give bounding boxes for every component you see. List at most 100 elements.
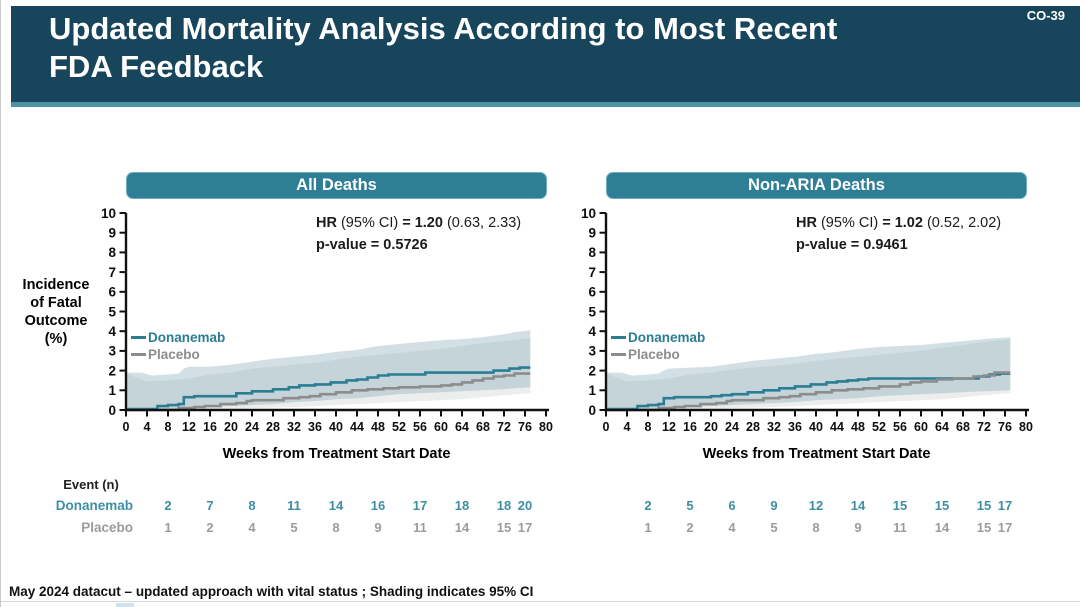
x-tick-label: 4 — [144, 420, 151, 434]
y-tick-label: 7 — [108, 265, 116, 280]
x-tick-label: 28 — [266, 420, 280, 434]
y-tick-label: 4 — [108, 324, 116, 339]
series-line-placebo — [606, 371, 1011, 412]
y-axis-title-line: Outcome — [24, 313, 88, 329]
event-count-placebo: 5 — [290, 520, 298, 535]
event-count-donanemab: 5 — [686, 498, 694, 513]
y-tick-label: 8 — [588, 245, 596, 260]
x-tick-label: 52 — [872, 420, 886, 434]
ci-value: (0.63, 2.33) — [442, 215, 522, 231]
donanemab-95ci-band — [606, 337, 1011, 410]
event-count-placebo: 9 — [854, 520, 862, 535]
plot-all-deaths: 0 4 8 12 16 20 24 28 32 36 40 44 48 52 56 60 64 68 72 76 800… — [101, 206, 553, 434]
x-tick-label: 12 — [662, 420, 676, 434]
event-count-donanemab: 14 — [850, 498, 866, 513]
event-count-donanemab: 15 — [934, 498, 950, 513]
event-count-placebo: 2 — [686, 520, 694, 535]
y-tick-label: 2 — [588, 363, 596, 378]
y-tick-label: 2 — [108, 363, 116, 378]
x-tick-label: 24 — [245, 420, 259, 434]
y-axis-title-line: Incidence — [22, 277, 90, 293]
legend: Donanemab Placebo — [131, 329, 225, 363]
chart-title-non-aria-deaths: Non-ARIA Deaths — [606, 172, 1027, 199]
y-tick-label: 1 — [108, 383, 116, 398]
y-tick-label: 3 — [108, 344, 116, 359]
y-tick-label: 0 — [588, 403, 596, 418]
event-count-donanemab: 18 — [496, 498, 512, 513]
hr-line: HR (95% CI) = 1.02 (0.52, 2.02) — [796, 212, 1001, 234]
header-accent-bar — [11, 102, 1080, 107]
x-tick-label: 8 — [165, 420, 172, 434]
chart-title-all-deaths: All Deaths — [126, 172, 547, 199]
footer-divider — [1, 601, 1080, 602]
x-tick-label: 4 — [624, 420, 631, 434]
y-tick-label: 7 — [588, 265, 596, 280]
event-count-placebo: 11 — [893, 520, 907, 535]
x-tick-label: 16 — [683, 420, 697, 434]
legend-label-placebo: Placebo — [148, 347, 200, 362]
y-tick-label: 5 — [588, 304, 596, 319]
event-row-label-placebo: Placebo — [81, 520, 133, 535]
donanemab-95ci-band — [126, 330, 531, 410]
slide-title-line2: FDA Feedback — [49, 49, 264, 84]
x-tick-label: 32 — [767, 420, 781, 434]
event-count-placebo: 8 — [332, 520, 340, 535]
x-tick-label: 12 — [182, 420, 196, 434]
x-tick-label: 68 — [476, 420, 490, 434]
x-tick-label: 80 — [1019, 420, 1033, 434]
x-tick-label: 32 — [287, 420, 301, 434]
x-tick-label: 52 — [392, 420, 406, 434]
y-tick-label: 4 — [588, 324, 596, 339]
x-tick-label: 36 — [308, 420, 322, 434]
x-tick-label: 64 — [935, 420, 949, 434]
y-tick-label: 10 — [581, 206, 596, 221]
slide-code-badge: CO-39 — [1026, 8, 1065, 23]
event-count-donanemab: 9 — [770, 498, 778, 513]
y-axis-title: Incidence of Fatal Outcome (%) — [5, 276, 107, 348]
y-tick-label: 3 — [588, 344, 596, 359]
hr-value: = 1.02 — [882, 215, 923, 231]
x-tick-label: 60 — [434, 420, 448, 434]
y-tick-label: 1 — [588, 383, 596, 398]
x-tick-label: 40 — [329, 420, 343, 434]
x-tick-label: 44 — [830, 420, 844, 434]
x-tick-label: 36 — [788, 420, 802, 434]
event-count-placebo: 5 — [770, 520, 778, 535]
legend-label-placebo: Placebo — [628, 347, 680, 362]
event-count-placebo: 15 — [496, 520, 512, 535]
series-line-donanemab — [606, 372, 1011, 411]
placebo-line-swatch — [611, 353, 626, 356]
ci-value: (0.52, 2.02) — [922, 215, 1002, 231]
donanemab-line-swatch — [611, 336, 626, 339]
event-count-placebo: 4 — [248, 520, 256, 535]
slide-header: Updated Mortality Analysis According to … — [11, 6, 1080, 102]
x-tick-label: 0 — [603, 420, 610, 434]
event-count-donanemab: 2 — [644, 498, 652, 513]
event-count-donanemab: 8 — [248, 498, 256, 513]
x-tick-label: 28 — [746, 420, 760, 434]
event-count-placebo: 1 — [164, 520, 172, 535]
x-tick-label: 20 — [224, 420, 238, 434]
y-tick-label: 8 — [108, 245, 116, 260]
legend-label-donanemab: Donanemab — [148, 330, 226, 345]
x-tick-label: 24 — [725, 420, 739, 434]
event-count-placebo: 1 — [644, 520, 652, 535]
legend-item-donanemab: Donanemab — [611, 329, 705, 346]
x-tick-label: 16 — [203, 420, 217, 434]
hr-label: HR — [796, 215, 817, 231]
x-axis-title: Weeks from Treatment Start Date — [702, 446, 931, 462]
series-line-donanemab — [126, 366, 531, 411]
x-tick-label: 76 — [998, 420, 1012, 434]
event-count-donanemab: 6 — [728, 498, 736, 513]
x-tick-label: 60 — [914, 420, 928, 434]
x-tick-label: 44 — [350, 420, 364, 434]
footnote: May 2024 datacut – updated approach with… — [9, 584, 534, 599]
event-count-placebo: 8 — [812, 520, 820, 535]
y-tick-label: 6 — [588, 285, 596, 300]
y-axis-title-line: (%) — [44, 331, 68, 347]
event-count-donanemab: 14 — [328, 498, 344, 513]
event-count-donanemab: 11 — [287, 498, 301, 513]
event-count-placebo: 4 — [728, 520, 736, 535]
p-value-line: p-value = 0.5726 — [316, 234, 521, 256]
legend-item-placebo: Placebo — [611, 346, 705, 363]
